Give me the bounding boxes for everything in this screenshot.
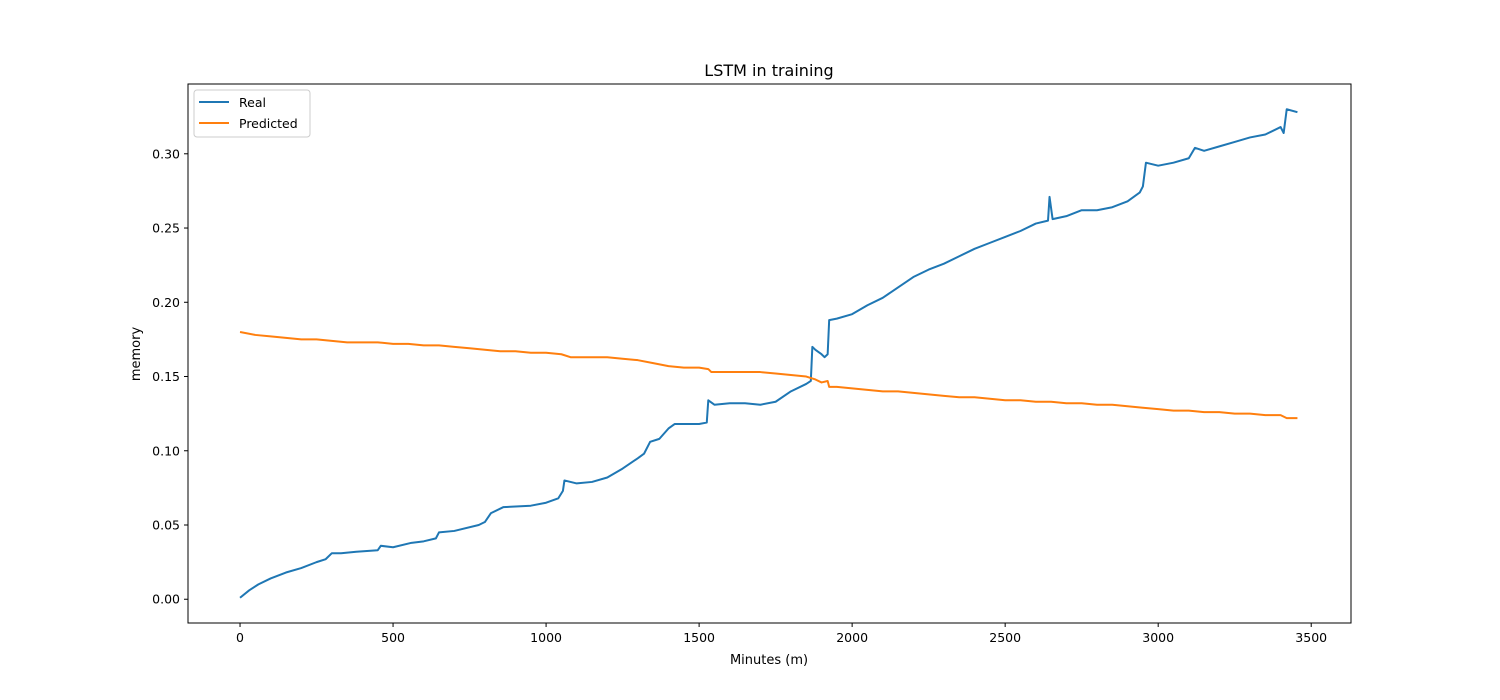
x-tick-label: 2000 — [836, 630, 868, 645]
x-tick-label: 3000 — [1142, 630, 1174, 645]
y-tick-label: 0.20 — [152, 295, 180, 310]
x-tick-label: 3500 — [1295, 630, 1327, 645]
y-tick-label: 0.05 — [152, 518, 180, 533]
x-tick-label: 1500 — [683, 630, 715, 645]
x-tick-label: 2500 — [989, 630, 1021, 645]
x-axis-label: Minutes (m) — [730, 653, 808, 668]
series-line-predicted — [239, 330, 1298, 420]
chart-title: LSTM in training — [704, 61, 833, 80]
y-tick-label: 0.00 — [152, 592, 180, 607]
x-tick-label: 0 — [236, 630, 244, 645]
legend-label-predicted: Predicted — [239, 116, 298, 131]
y-tick-label: 0.30 — [152, 146, 180, 161]
x-axis-ticks: 0 500 1000 1500 2000 2500 3000 3500 — [236, 623, 1327, 645]
x-tick-label: 500 — [381, 630, 405, 645]
series-line-real — [239, 108, 1298, 599]
plot-frame — [187, 83, 1352, 624]
y-tick-label: 0.10 — [152, 443, 180, 458]
y-axis-ticks: 0.00 0.05 0.10 0.15 0.20 0.25 0.30 — [152, 146, 188, 607]
y-tick-label: 0.15 — [152, 369, 180, 384]
y-tick-label: 0.25 — [152, 221, 180, 236]
series-layer — [239, 108, 1298, 599]
legend-label-real: Real — [239, 95, 266, 110]
legend: Real Predicted — [193, 89, 311, 138]
x-tick-label: 1000 — [530, 630, 562, 645]
y-axis-label: memory — [129, 327, 144, 382]
